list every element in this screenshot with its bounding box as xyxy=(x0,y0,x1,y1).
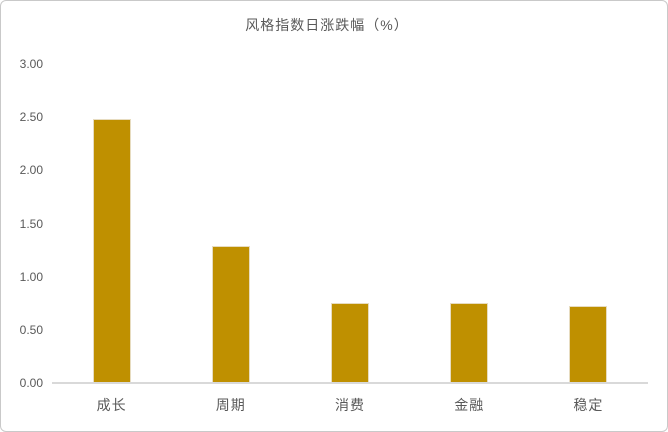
x-axis-label: 周期 xyxy=(215,397,246,413)
y-tick-label: 2.00 xyxy=(19,163,43,178)
plot-area xyxy=(52,64,648,383)
chart-title: 风格指数日涨跌幅（%） xyxy=(245,17,409,33)
bar-稳定 xyxy=(569,306,608,383)
y-tick-label: 1.50 xyxy=(19,216,43,231)
y-axis: 3.00 2.50 2.00 1.50 1.00 0.50 0.00 xyxy=(1,1,43,431)
bar-slot xyxy=(52,64,171,383)
bar-slot xyxy=(410,64,529,383)
bar-金融 xyxy=(450,303,489,383)
bar-slot xyxy=(290,64,409,383)
y-tick-label: 0.50 xyxy=(19,322,43,337)
x-axis-label: 稳定 xyxy=(573,397,604,413)
bar-slot xyxy=(529,64,648,383)
bar-消费 xyxy=(331,303,369,383)
y-tick-label: 0.00 xyxy=(19,376,43,390)
bar-slot xyxy=(171,64,290,383)
x-axis-line xyxy=(52,382,648,384)
x-axis-label: 金融 xyxy=(454,397,485,413)
bar-成长 xyxy=(92,119,131,383)
x-axis-label: 成长 xyxy=(96,397,127,413)
y-tick-label: 2.50 xyxy=(19,110,43,125)
y-tick-label: 3.00 xyxy=(19,57,43,71)
y-tick-label: 1.00 xyxy=(19,269,43,284)
x-axis-label: 消费 xyxy=(335,397,365,413)
bar-周期 xyxy=(211,245,250,383)
x-axis: 成长 周期 消费 金融 稳定 xyxy=(52,395,648,415)
